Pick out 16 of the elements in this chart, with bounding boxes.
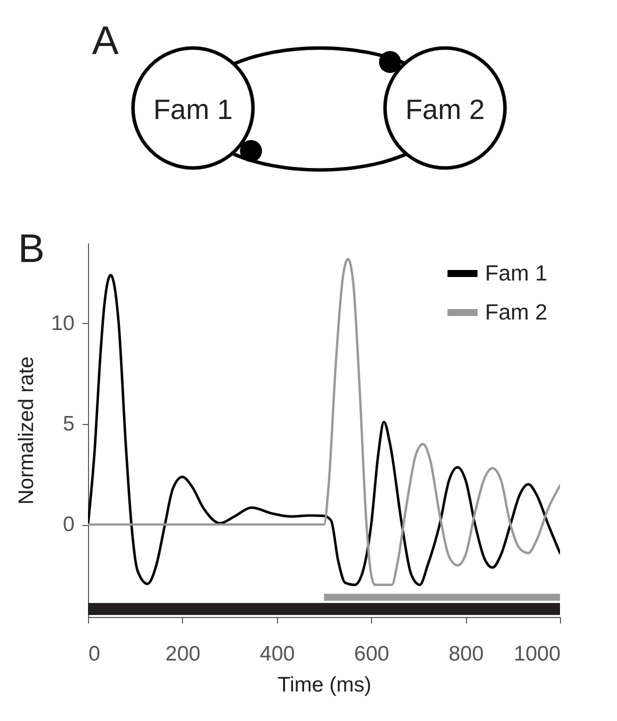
x-tick-label: 200 (165, 642, 200, 666)
x-tick-label: 1000 (514, 642, 560, 666)
x-tick-label: 600 (354, 642, 390, 666)
legend-label: Fam 1 (485, 260, 548, 286)
y-tick-label: 5 (62, 412, 74, 436)
y-tick-label: 10 (51, 312, 74, 335)
text: A (92, 19, 119, 63)
x-axis-title: Time (ms) (278, 674, 372, 696)
network-diagram: Fam 1 Fam 2 (131, 46, 507, 172)
y-tick-label: 0 (62, 513, 74, 536)
x-tick-label: 0 (88, 642, 100, 666)
text: B (18, 227, 45, 271)
legend-label: Fam 2 (485, 300, 548, 324)
x-tick-label: 400 (260, 642, 295, 666)
x-tick-label: 800 (448, 642, 484, 666)
y-axis-title: Normalized rate (15, 356, 38, 505)
